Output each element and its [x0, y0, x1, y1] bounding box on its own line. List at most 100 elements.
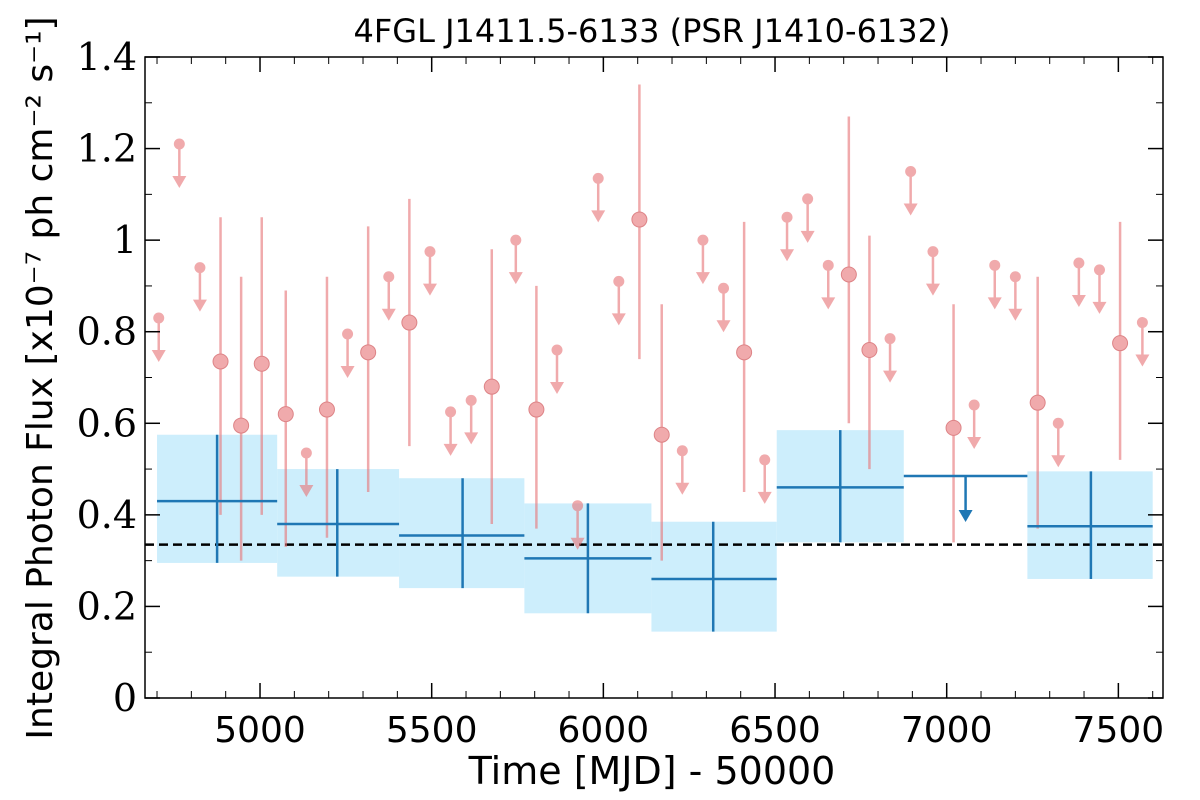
- upper-limit-marker: [676, 445, 688, 457]
- upper-limit-marker: [551, 344, 563, 356]
- upper-limit-marker: [884, 333, 896, 345]
- point-marker: [277, 406, 294, 423]
- upper-limit-marker: [1009, 271, 1021, 283]
- point-marker: [736, 344, 753, 361]
- upper-limit-marker: [1073, 257, 1085, 269]
- upper-limit-arrowhead: [381, 308, 396, 321]
- upper-limit-point: [1008, 271, 1023, 321]
- point-marker: [401, 314, 418, 331]
- upper-limit-arrowhead: [611, 313, 626, 326]
- x-tick-label: 7500: [1073, 710, 1165, 751]
- x-axis-ticks: 5000 5500 6000 6500 7000 7500: [156, 57, 1165, 751]
- upper-limit-marker: [572, 500, 584, 512]
- x-tick-label: 6500: [729, 710, 821, 751]
- upper-limit-point: [883, 333, 898, 383]
- y-tick-label: 1.2: [77, 127, 137, 171]
- upper-limit-arrowhead: [550, 382, 565, 395]
- upper-limit-arrowhead: [299, 485, 314, 498]
- upper-limit-arrowhead: [695, 272, 710, 285]
- upper-limit-point: [675, 445, 690, 495]
- upper-limit-point: [780, 211, 795, 262]
- data-point: [401, 198, 418, 447]
- upper-limit-point: [1071, 257, 1086, 308]
- upper-limit-point: [1051, 417, 1066, 468]
- upper-limit-marker: [510, 234, 522, 246]
- upper-limit-point: [508, 234, 523, 285]
- y-tick-label: 0: [113, 676, 137, 720]
- upper-limit-point: [611, 275, 626, 326]
- upper-limit-arrowhead: [172, 175, 187, 188]
- point-marker: [233, 417, 250, 434]
- upper-limit-point: [464, 394, 479, 445]
- data-point: [483, 249, 500, 525]
- upper-limit-point: [1135, 317, 1150, 367]
- long-bin-point: [524, 503, 652, 614]
- data-point: [945, 304, 962, 543]
- upper-limit-arrowhead: [151, 349, 166, 362]
- upper-limit-marker: [822, 259, 834, 271]
- upper-limit-marker: [989, 259, 1001, 271]
- upper-limit-marker: [1093, 264, 1105, 276]
- point-marker: [212, 353, 229, 370]
- upper-limit-point: [800, 193, 815, 243]
- upper-limit-point: [381, 271, 396, 321]
- x-tick-label: 5500: [386, 710, 478, 751]
- data-point: [840, 116, 857, 424]
- upper-limit-arrowhead: [1051, 455, 1066, 468]
- upper-limit-marker: [781, 211, 793, 223]
- upper-limit-point: [716, 282, 731, 333]
- point-marker: [631, 211, 648, 228]
- y-tick-label: 1.4: [77, 35, 137, 79]
- upper-limit-point: [340, 328, 355, 379]
- upper-limit-arrowhead: [1008, 308, 1023, 321]
- data-point: [212, 217, 229, 515]
- x-tick-label: 6000: [558, 710, 650, 751]
- long-bin-point: [651, 521, 777, 632]
- point-marker: [318, 401, 335, 418]
- upper-limit-arrowhead: [821, 297, 836, 310]
- upper-limit-arrowhead: [1071, 295, 1086, 308]
- upper-limit-marker: [718, 282, 730, 294]
- upper-limit-point: [757, 454, 772, 504]
- upper-limit-point: [695, 234, 710, 285]
- upper-limit-point: [192, 262, 207, 312]
- x-axis-label: Time [MJD] - 50000: [468, 749, 836, 793]
- upper-limit-arrowhead: [422, 283, 437, 296]
- upper-limit-marker: [194, 262, 206, 274]
- upper-limit-marker: [424, 246, 436, 258]
- upper-limit-marker: [383, 271, 395, 283]
- upper-limit-arrowhead: [716, 320, 731, 333]
- upper-limit-point: [967, 399, 982, 449]
- y-tick-label: 0.6: [77, 401, 137, 445]
- upper-limit-arrowhead: [570, 537, 585, 550]
- upper-limit-marker: [300, 447, 312, 459]
- y-tick-label: 0.8: [77, 310, 137, 354]
- upper-limit-arrowhead: [967, 436, 982, 449]
- upper-limit-marker: [1136, 317, 1148, 329]
- upper-limit-arrowhead: [800, 230, 815, 243]
- upper-limit-point: [443, 406, 458, 456]
- upper-limit-arrowhead: [508, 272, 523, 285]
- point-marker: [253, 355, 270, 372]
- data-point: [253, 217, 270, 515]
- data-point: [631, 84, 648, 360]
- upper-limit-arrowhead: [443, 443, 458, 456]
- chart-title: 4FGL J1411.5-6133 (PSR J1410-6132): [354, 12, 951, 50]
- upper-limit-point: [1092, 264, 1107, 314]
- upper-limit-point: [987, 259, 1002, 310]
- long-bin-point: [1027, 471, 1153, 579]
- y-tick-label: 0.2: [77, 584, 137, 628]
- data-point: [318, 276, 335, 538]
- data-point: [360, 226, 377, 492]
- long-bin-point: [776, 430, 904, 543]
- upper-limit-arrowhead: [464, 432, 479, 445]
- long-bin-upper-limit: [903, 474, 1028, 522]
- upper-limit-point: [172, 138, 187, 188]
- upper-limit-marker: [759, 454, 771, 466]
- upper-limit-point: [903, 165, 918, 216]
- upper-limit-point: [299, 447, 314, 498]
- upper-limit-point: [591, 172, 606, 223]
- y-tick-label: 0.4: [77, 493, 137, 537]
- point-marker: [1029, 394, 1046, 411]
